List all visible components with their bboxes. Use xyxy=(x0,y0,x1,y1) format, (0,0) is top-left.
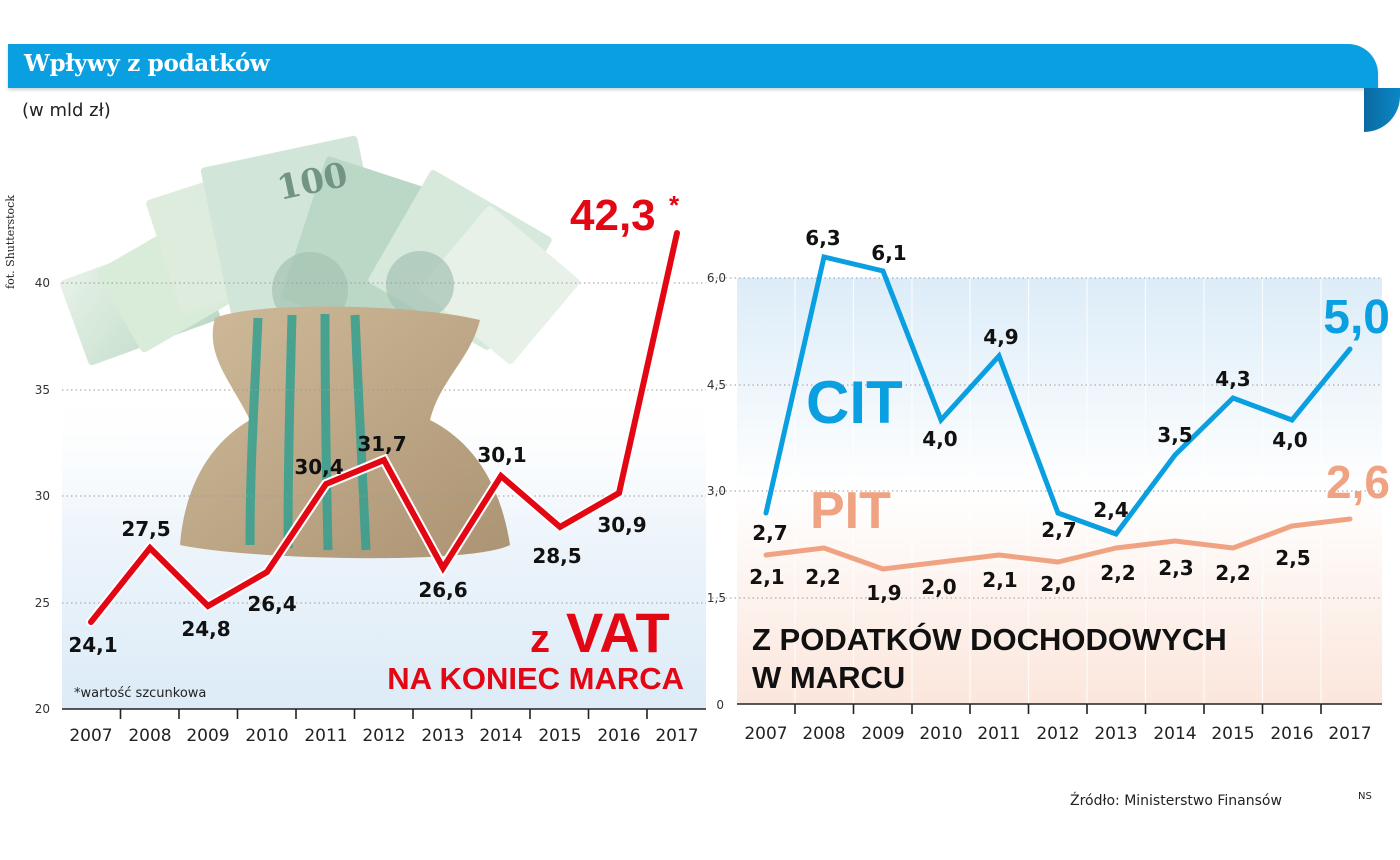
data-label: 4,9 xyxy=(983,325,1018,349)
unit-subtitle: (w mld zł) xyxy=(22,100,111,121)
x-tick: 2009 xyxy=(861,724,904,744)
pit-series-label: PIT xyxy=(810,482,891,540)
data-label: 4,0 xyxy=(922,427,957,451)
x-tick: 2008 xyxy=(802,724,845,744)
author-initials: NS xyxy=(1358,791,1372,802)
income-year-labels: 2007 2008 2009 2010 2011 2012 2013 2014 … xyxy=(744,724,1371,744)
x-tick: 2014 xyxy=(1153,724,1196,744)
y-tick: 0 xyxy=(716,698,724,712)
data-label: 2,2 xyxy=(805,565,840,589)
x-tick: 2016 xyxy=(1270,724,1313,744)
data-label: 24,8 xyxy=(181,617,230,641)
banknotes-icon: 100 xyxy=(59,135,580,366)
cit-series-label: CIT xyxy=(806,369,903,436)
data-label: 2,3 xyxy=(1158,556,1193,580)
x-tick: 2017 xyxy=(655,726,698,746)
data-label: 6,3 xyxy=(805,226,840,250)
source-note: Źródło: Ministerstwo Finansów xyxy=(1070,793,1282,809)
x-tick: 2015 xyxy=(1211,724,1254,744)
vat-year-labels: 2007 2008 2009 2010 2011 2012 2013 2014 … xyxy=(69,726,698,746)
money-bag-illustration: 100 xyxy=(59,135,580,559)
data-label: 24,1 xyxy=(68,633,117,657)
data-label: 4,0 xyxy=(1272,428,1307,452)
data-label: 4,3 xyxy=(1215,367,1250,391)
data-label: 2,1 xyxy=(982,568,1017,592)
vat-highlight-value: 42,3 xyxy=(570,191,656,240)
income-tax-chart: 0 1,5 3,0 4,5 6,0 2007 2008 2009 2010 20… xyxy=(707,226,1390,744)
data-label: 2,5 xyxy=(1275,546,1310,570)
data-label: 2,2 xyxy=(1215,561,1250,585)
vat-caption-prefix: z xyxy=(530,617,550,661)
x-tick: 2017 xyxy=(1328,724,1371,744)
cit-data-labels: 2,7 6,3 6,1 4,0 4,9 2,7 2,4 3,5 4,3 4,0 xyxy=(752,226,1307,545)
vat-gridlines xyxy=(62,282,706,604)
x-tick: 2013 xyxy=(421,726,464,746)
y-tick: 30 xyxy=(35,489,50,503)
data-label: 30,1 xyxy=(477,443,526,467)
x-tick: 2007 xyxy=(69,726,112,746)
pit-highlight-value: 2,6 xyxy=(1326,456,1390,508)
data-label: 1,9 xyxy=(866,581,901,605)
y-tick: 25 xyxy=(35,596,50,610)
income-x-axis xyxy=(737,703,1382,714)
income-y-axis: 0 1,5 3,0 4,5 6,0 xyxy=(707,271,726,712)
income-caption-line2: W MARCU xyxy=(752,660,905,695)
x-tick: 2011 xyxy=(977,724,1020,744)
x-tick: 2015 xyxy=(538,726,581,746)
x-tick: 2014 xyxy=(479,726,522,746)
title-banner xyxy=(8,44,1378,88)
pit-data-labels: 2,1 2,2 1,9 2,0 2,1 2,0 2,2 2,3 2,2 2,5 xyxy=(749,546,1310,605)
data-label: 26,6 xyxy=(418,578,467,602)
vat-y-axis: 20 25 30 35 40 xyxy=(35,276,50,716)
x-tick: 2007 xyxy=(744,724,787,744)
data-label: 3,5 xyxy=(1157,423,1192,447)
x-tick: 2012 xyxy=(1036,724,1079,744)
data-label: 2,2 xyxy=(1100,561,1135,585)
income-caption-line1: Z PODATKÓW DOCHODOWYCH xyxy=(752,621,1227,657)
y-tick: 40 xyxy=(35,276,50,290)
data-label: 26,4 xyxy=(247,592,296,616)
x-tick: 2008 xyxy=(128,726,171,746)
chart-title: Wpływy z podatków xyxy=(24,50,270,77)
data-label: 2,0 xyxy=(921,575,956,599)
pit-line xyxy=(763,516,1353,572)
data-label: 28,5 xyxy=(532,544,581,568)
y-tick: 20 xyxy=(35,702,50,716)
data-label: 30,9 xyxy=(597,513,646,537)
income-gridlines xyxy=(712,277,1382,599)
data-label: 31,7 xyxy=(357,432,406,456)
vat-caption-main: VAT xyxy=(566,601,670,664)
sack-icon xyxy=(180,306,510,559)
data-label: 30,4 xyxy=(294,455,343,479)
vat-caption-subline: NA KONIEC MARCA xyxy=(387,661,684,696)
y-tick: 35 xyxy=(35,383,50,397)
x-tick: 2011 xyxy=(304,726,347,746)
data-label: 2,7 xyxy=(1041,518,1076,542)
x-tick: 2013 xyxy=(1094,724,1137,744)
x-tick: 2012 xyxy=(362,726,405,746)
x-tick: 2016 xyxy=(597,726,640,746)
data-label: 6,1 xyxy=(871,241,906,265)
vat-chart: 100 20 25 30 35 40 xyxy=(35,135,706,746)
x-tick: 2009 xyxy=(186,726,229,746)
data-label: 2,0 xyxy=(1040,572,1075,596)
vat-data-labels: 24,1 27,5 24,8 26,4 30,4 31,7 26,6 30,1 … xyxy=(68,432,646,657)
cit-line xyxy=(763,253,1353,537)
y-tick: 1,5 xyxy=(707,591,726,605)
x-tick: 2010 xyxy=(245,726,288,746)
x-tick: 2010 xyxy=(919,724,962,744)
data-label: 27,5 xyxy=(121,517,170,541)
vat-highlight-asterisk: * xyxy=(669,190,680,220)
vat-x-axis xyxy=(62,708,706,719)
estimate-footnote: *wartość szcunkowa xyxy=(74,686,206,701)
y-tick: 3,0 xyxy=(707,484,726,498)
y-tick: 6,0 xyxy=(707,271,726,285)
data-label: 2,1 xyxy=(749,565,784,589)
cit-highlight-value: 5,0 xyxy=(1323,291,1390,344)
data-label: 2,7 xyxy=(752,521,787,545)
y-tick: 4,5 xyxy=(707,378,726,392)
data-label: 2,4 xyxy=(1093,498,1128,522)
